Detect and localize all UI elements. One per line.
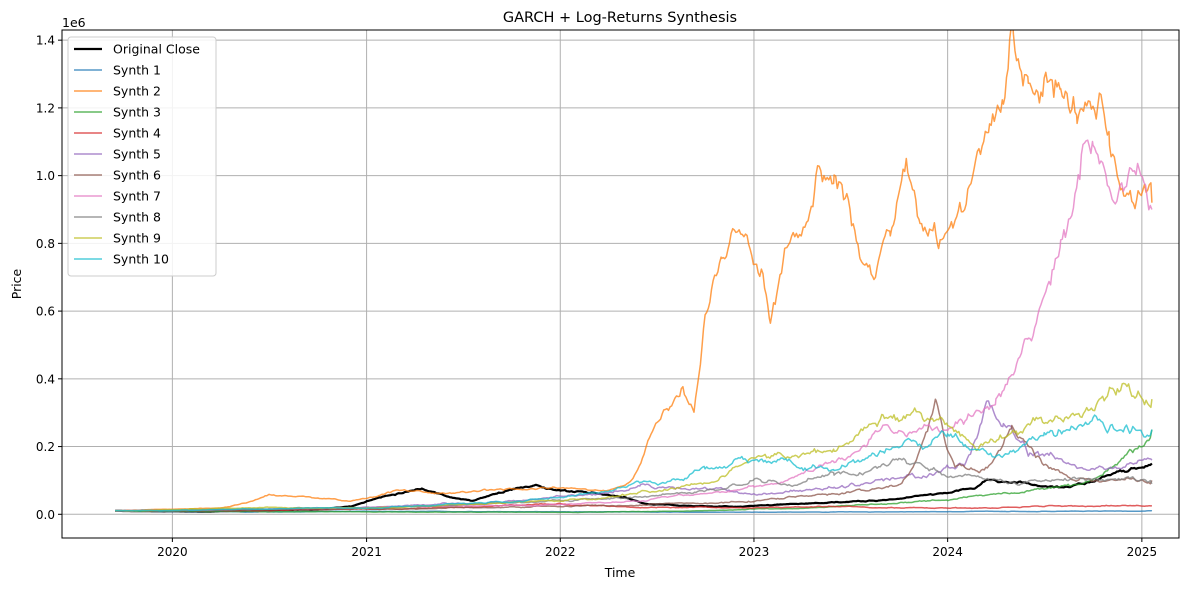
legend-label: Synth 5 [113,147,161,162]
legend-box [67,36,217,277]
chart-title: GARCH + Log-Returns Synthesis [503,10,737,26]
legend-label: Original Close [113,42,200,57]
legend-label: Synth 3 [113,105,161,120]
legend-label: Synth 9 [113,231,161,246]
x-tick-label: 2024 [932,545,963,559]
series-line-synth-2 [115,30,1153,512]
legend-label: Synth 7 [113,189,161,204]
series-lines [115,30,1153,514]
y-tick-label: 1.4 [36,34,55,48]
y-tick-label: 0.0 [36,508,55,522]
x-tick-label: 2025 [1127,545,1158,559]
y-tick-label: 0.4 [36,372,55,386]
series-line-synth-6 [115,398,1153,512]
y-axis-label: Price [9,268,24,299]
y-tick-label: 1.2 [36,101,55,115]
x-tick-label: 2022 [545,545,576,559]
legend-label: Synth 2 [113,84,161,99]
legend-label: Synth 10 [113,252,169,267]
y-tick-label: 0.8 [36,237,55,251]
legend-label: Synth 8 [113,210,161,225]
x-axis-label: Time [604,565,636,580]
x-tick-label: 2023 [739,545,770,559]
x-tick-label: 2021 [351,545,382,559]
legend-label: Synth 6 [113,168,161,183]
plot-area-frame [61,29,1180,539]
series-line-synth-3 [115,429,1153,514]
grid-lines [62,30,1179,538]
legend-label: Synth 4 [113,126,161,141]
y-tick-label: 1.0 [36,169,55,183]
legend: Original Close Synth 1 Synth 2 Synth 3 Synth… [67,36,217,277]
y-scale-label: 1e6 [62,15,86,30]
y-tick-label: 0.2 [36,440,55,454]
axis-ticks: 2020 2021 2022 2023 2024 2025 0.0 0.2 0.4 0.6 0.8 1… [36,34,1157,559]
series-line-synth-10 [115,414,1153,512]
legend-label: Synth 1 [113,63,161,78]
x-tick-label: 2020 [157,545,188,559]
y-tick-label: 0.6 [36,305,55,319]
